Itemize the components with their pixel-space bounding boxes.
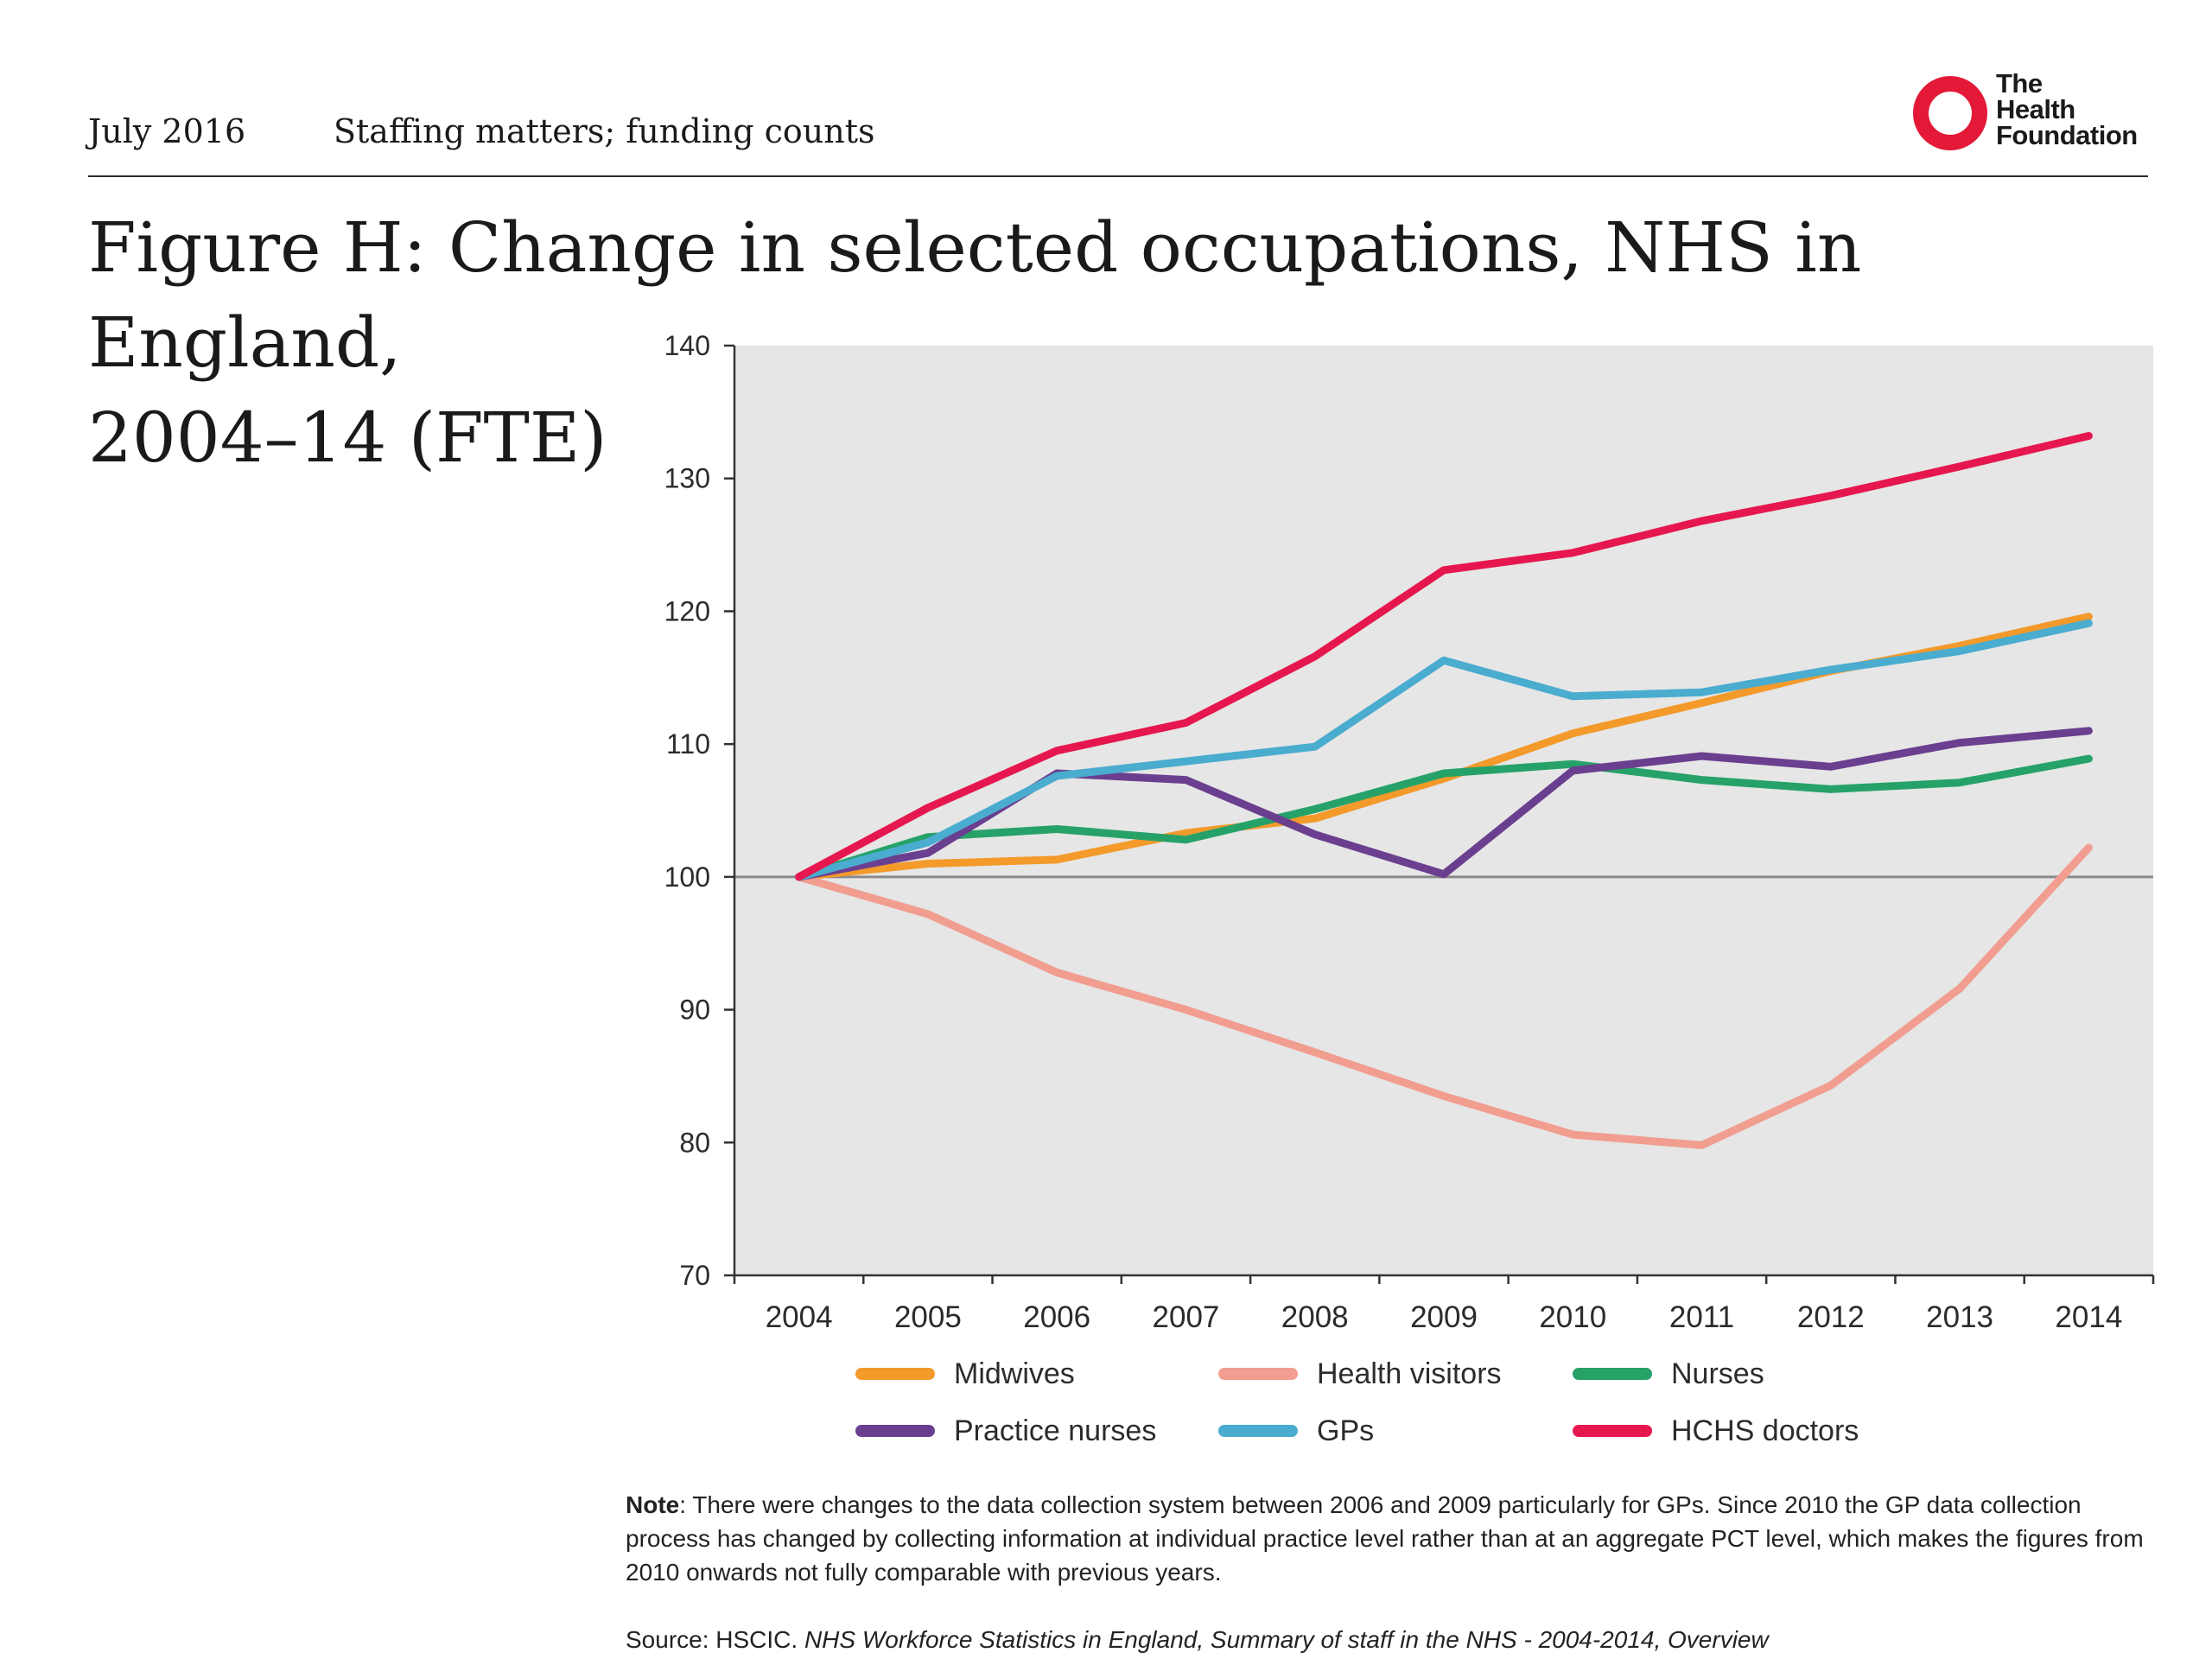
header-report-title: Staffing matters; funding counts: [334, 112, 875, 150]
source-title: NHS Workforce Statistics in England, Sum…: [804, 1626, 1769, 1653]
x-tick-label: 2006: [1023, 1300, 1090, 1331]
legend-swatch-health-visitors: [1218, 1368, 1298, 1380]
series-hchs-doctors: [795, 432, 2093, 881]
legend-swatch-hchs-doctors: [1573, 1425, 1652, 1437]
legend-item-gps: GPs: [1218, 1405, 1374, 1457]
legend-item-midwives: Midwives: [855, 1348, 1075, 1400]
source-prefix: Source: HSCIC.: [626, 1626, 804, 1653]
note-text: : There were changes to the data collect…: [626, 1491, 2144, 1586]
legend-label-health-visitors: Health visitors: [1317, 1357, 1502, 1390]
y-tick-label: 130: [664, 463, 710, 494]
legend-label-practice-nurses: Practice nurses: [954, 1414, 1157, 1447]
x-tick-label: 2012: [1797, 1300, 1865, 1331]
x-tick-label: 2010: [1539, 1300, 1606, 1331]
legend-label-gps: GPs: [1317, 1414, 1375, 1447]
y-tick-label: 70: [679, 1260, 710, 1291]
legend-item-health-visitors: Health visitors: [1218, 1348, 1502, 1400]
line-chart: 70 80 90 100 110 120 130 140 2004 2005 2006 2007 200…: [664, 330, 2155, 1331]
logo-line-3: Foundation: [1996, 120, 2138, 150]
logo-line-2: Health: [1996, 94, 2075, 124]
legend-item-practice-nurses: Practice nurses: [855, 1405, 1156, 1457]
legend-label-nurses: Nurses: [1671, 1357, 1764, 1390]
plot-area: [734, 346, 2153, 1275]
legend-label-midwives: Midwives: [954, 1357, 1075, 1390]
logo-ring-icon: [1913, 76, 1987, 150]
series-health-visitors: [795, 843, 2093, 1149]
note-label: Note: [626, 1491, 680, 1518]
logo-line-1: The: [1996, 68, 2043, 99]
legend-swatch-practice-nurses: [855, 1425, 935, 1437]
logo-wordmark: The Health Foundation: [1996, 68, 2138, 150]
legend-swatch-midwives: [855, 1368, 935, 1380]
x-tick-label: 2009: [1410, 1300, 1478, 1331]
x-tick-label: 2004: [766, 1300, 833, 1331]
x-tick-label: 2005: [894, 1300, 962, 1331]
chart-legend: Midwives Health visitors Nurses Practice nu…: [855, 1348, 1979, 1469]
x-tick-label: 2011: [1669, 1300, 1734, 1331]
figure-source: Source: HSCIC. NHS Workforce Statistics …: [626, 1624, 2164, 1656]
x-tick-label: 2007: [1153, 1300, 1220, 1331]
header-divider: [88, 175, 2148, 177]
x-tick-label: 2013: [1926, 1300, 1993, 1331]
legend-swatch-gps: [1218, 1425, 1298, 1437]
y-tick-label: 140: [664, 330, 710, 361]
figure-note: Note: There were changes to the data col…: [626, 1488, 2164, 1589]
legend-label-hchs-doctors: HCHS doctors: [1671, 1414, 1859, 1447]
y-tick-label: 100: [664, 861, 710, 893]
x-tick-label: 2014: [2055, 1300, 2122, 1331]
y-tick-label: 110: [666, 728, 710, 760]
figure-title-line-2: 2004–14 (FTE): [88, 397, 607, 478]
header-date: July 2016: [88, 112, 246, 150]
x-tick-label: 2008: [1281, 1300, 1349, 1331]
y-tick-label: 80: [679, 1127, 710, 1158]
figure-title-line-1: Figure H: Change in selected occupations…: [88, 207, 1862, 383]
legend-item-hchs-doctors: HCHS doctors: [1573, 1405, 1859, 1457]
y-tick-label: 90: [679, 995, 710, 1026]
y-tick-label: 120: [664, 595, 710, 626]
health-foundation-logo: The Health Foundation: [1913, 68, 2155, 157]
legend-swatch-nurses: [1573, 1368, 1652, 1380]
legend-item-nurses: Nurses: [1573, 1348, 1764, 1400]
figure-title: Figure H: Change in selected occupations…: [88, 200, 2162, 486]
